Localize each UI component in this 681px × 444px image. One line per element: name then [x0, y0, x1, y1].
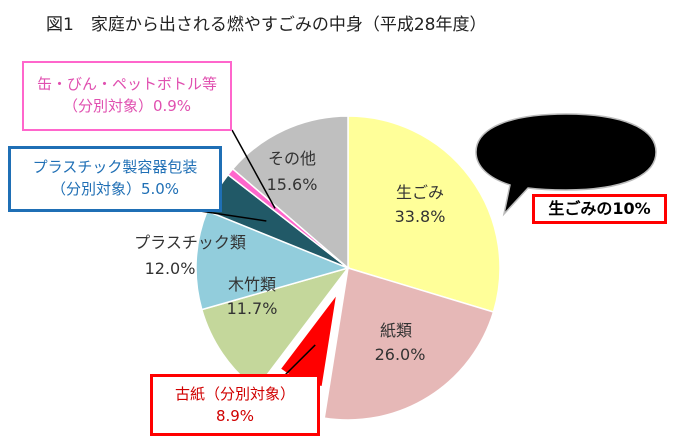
pie-slice-7 [231, 115, 349, 270]
bubble-text: 燃やすごみに 含まれていた 「手つかず食品」 [480, 118, 650, 184]
speech-bubble [475, 113, 657, 217]
callout-plastic-packaging: プラスチック製容器包装 （分別対象）5.0% [8, 146, 222, 212]
callout-plastic-packaging-sub: （分別対象）5.0% [50, 180, 180, 198]
callout-paper-value: 8.9% [215, 407, 255, 425]
slice-name-label-7: その他 [268, 149, 316, 168]
chart-title: 図1 家庭から出される燃やすごみの中身（平成28年度） [46, 15, 487, 35]
callout-paper-name: 古紙（分別対象） [174, 385, 295, 403]
slice-value-label-4: 12.0% [145, 259, 196, 278]
callout-paper-recyclable: 古紙（分別対象） 8.9% [150, 374, 320, 436]
callout-can-name: 缶・びん・ペットボトル等 [36, 75, 217, 93]
food-waste-note: 生ごみの10% [532, 194, 667, 224]
pie-slices [195, 115, 501, 421]
pie-slice-1 [323, 267, 495, 421]
slice-labels: 生ごみ 33.8% 紙類 26.0% 木竹類 11.7% プラスチック類 12.0% その他 15… [134, 149, 445, 364]
callout-can-sub: （分別対象）0.9% [62, 97, 192, 115]
slice-value-label-7: 15.6% [267, 175, 318, 194]
bubble-line-3: 「手つかず食品」 [509, 165, 621, 181]
slice-name-label-0: 生ごみ [396, 183, 444, 202]
slice-name-label-4: プラスチック類 [134, 233, 246, 252]
bubble-line-2: 含まれていた [523, 143, 607, 159]
slice-value-label-3: 11.7% [227, 299, 278, 318]
pie-slice-4 [195, 209, 351, 311]
slice-name-label-3: 木竹類 [228, 275, 276, 294]
leader-line-can-bottle [231, 129, 276, 209]
bubble-line-1: 燃やすごみに [523, 121, 607, 137]
slice-value-label-0: 33.8% [395, 207, 446, 226]
slice-value-label-1: 26.0% [375, 345, 426, 364]
pie-slice-0 [347, 115, 501, 313]
callout-plastic-packaging-name: プラスチック製容器包装 [32, 158, 198, 176]
callout-can-bottle: 缶・びん・ペットボトル等 （分別対象）0.9% [22, 61, 232, 131]
slice-name-label-1: 紙類 [380, 321, 412, 340]
